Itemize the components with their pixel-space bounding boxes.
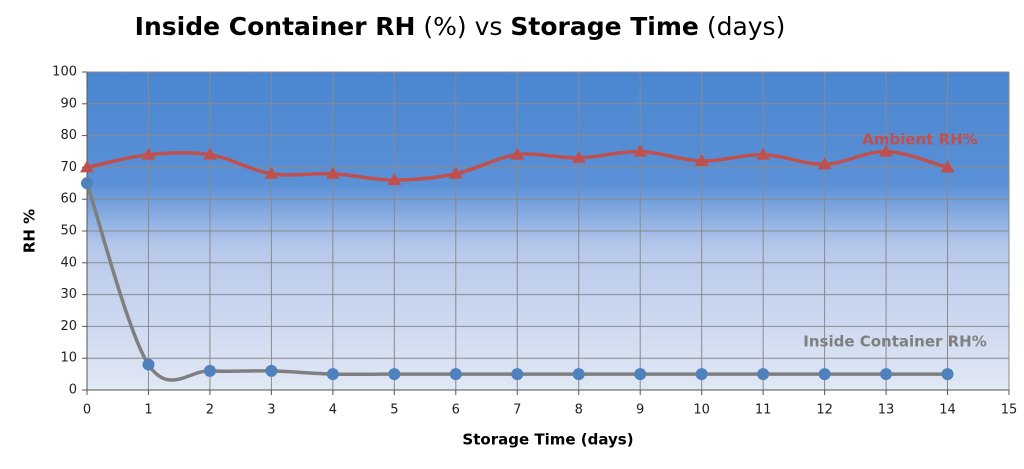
y-tick-label: 10 [60, 351, 77, 366]
marker [571, 150, 586, 163]
marker [511, 368, 524, 381]
title-part: (days) [699, 12, 785, 41]
marker [510, 147, 525, 160]
marker [203, 364, 216, 377]
marker [141, 147, 156, 160]
x-tick-label: 10 [693, 403, 710, 418]
series-label: Inside Container RH% [803, 333, 987, 351]
marker [325, 166, 340, 179]
x-axis-label: Storage Time (days) [462, 431, 633, 449]
x-tick-label: 12 [816, 403, 833, 418]
series-line [85, 182, 948, 382]
y-tick-label: 100 [52, 65, 77, 80]
title-part: Inside Container RH [135, 12, 416, 41]
marker [694, 154, 709, 167]
x-tick-label: 15 [1001, 403, 1018, 418]
title-part: (%) vs [415, 12, 510, 41]
marker [142, 358, 155, 371]
marker [941, 368, 954, 381]
y-tick-label: 40 [60, 255, 77, 270]
x-tick-label: 4 [329, 403, 337, 418]
y-tick-label: 80 [60, 128, 77, 143]
series-label: Ambient RH% [862, 131, 978, 149]
marker [264, 166, 279, 179]
x-tick-label: 8 [575, 403, 583, 418]
marker [388, 368, 401, 381]
y-axis-label: RH % [21, 209, 39, 253]
marker [818, 368, 831, 381]
marker [757, 368, 770, 381]
marker [817, 157, 832, 170]
y-tick-label: 90 [60, 96, 77, 111]
x-tick-label: 3 [267, 403, 275, 418]
x-tick-label: 5 [390, 403, 398, 418]
marker [202, 147, 217, 160]
marker [634, 368, 647, 381]
x-tick-label: 7 [513, 403, 521, 418]
y-tick-label: 0 [69, 383, 77, 398]
x-tick-label: 6 [452, 403, 460, 418]
marker [326, 368, 339, 381]
y-tick-label: 70 [60, 160, 77, 175]
chart-title: Inside Container RH (%) vs Storage Time … [135, 12, 786, 41]
x-tick-label: 11 [755, 403, 772, 418]
x-tick-label: 1 [144, 403, 152, 418]
x-tick-label: 14 [939, 403, 956, 418]
x-tick-label: 9 [636, 403, 644, 418]
marker [879, 144, 894, 157]
marker [695, 368, 708, 381]
x-tick-label: 0 [83, 403, 91, 418]
x-tick-label: 2 [206, 403, 214, 418]
marker [756, 147, 771, 160]
marker [940, 160, 955, 173]
marker [880, 368, 893, 381]
marker [448, 166, 463, 179]
y-tick-label: 60 [60, 192, 77, 207]
marker [449, 368, 462, 381]
y-tick-label: 20 [60, 319, 77, 334]
marker [572, 368, 585, 381]
marker [265, 364, 278, 377]
marker [81, 177, 93, 190]
marker [387, 173, 402, 186]
y-tick-label: 50 [60, 224, 77, 239]
y-tick-label: 30 [60, 287, 77, 302]
marker [80, 160, 94, 173]
title-part: Storage Time [510, 12, 699, 41]
marker [633, 144, 648, 157]
x-tick-label: 13 [878, 403, 895, 418]
